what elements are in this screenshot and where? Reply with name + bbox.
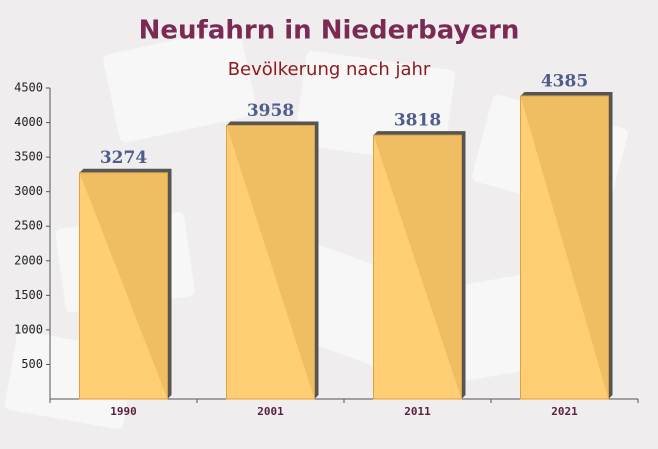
y-tick-label: 3000 [14, 184, 43, 198]
value-label: 3818 [394, 111, 441, 131]
y-tick-label: 2000 [14, 253, 43, 267]
value-label: 3274 [100, 148, 147, 168]
value-label: 3958 [247, 101, 294, 121]
value-label: 4385 [541, 71, 588, 91]
y-tick-label: 4000 [14, 115, 43, 129]
y-tick-label: 1500 [14, 288, 43, 302]
y-tick-label: 2500 [14, 219, 43, 233]
bar [79, 172, 168, 400]
y-tick-label: 4500 [14, 81, 43, 95]
y-tick-label: 1000 [14, 322, 43, 336]
x-tick-label: 1990 [110, 405, 137, 418]
y-tick-label: 3500 [14, 150, 43, 164]
chart-title: Neufahrn in Niederbayern [139, 16, 520, 46]
x-tick-label: 2001 [257, 405, 284, 418]
y-tick-label: 500 [21, 357, 43, 371]
bar [226, 124, 315, 400]
x-tick-label: 2021 [551, 405, 578, 418]
x-tick-label: 2011 [404, 405, 431, 418]
bar [373, 134, 462, 400]
chart-subtitle: Bevölkerung nach jahr [228, 59, 431, 80]
bar [520, 95, 609, 400]
